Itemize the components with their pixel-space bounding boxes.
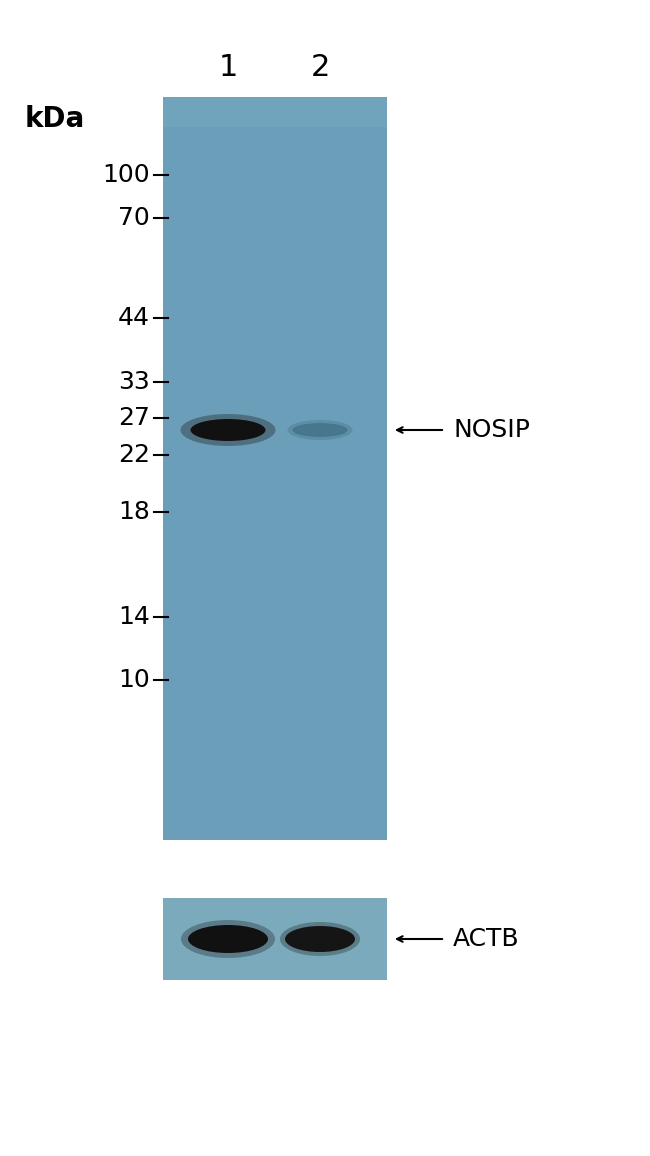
Ellipse shape (181, 414, 276, 446)
Text: NOSIP: NOSIP (453, 418, 530, 442)
Text: 70: 70 (118, 206, 150, 230)
Text: kDa: kDa (25, 105, 85, 133)
Text: 2: 2 (310, 53, 330, 82)
Ellipse shape (280, 922, 360, 956)
Text: 1: 1 (218, 53, 238, 82)
Ellipse shape (188, 925, 268, 953)
Ellipse shape (287, 420, 352, 440)
Text: 33: 33 (118, 370, 150, 394)
Bar (163, 97, 387, 127)
Text: 44: 44 (118, 306, 150, 329)
Text: 27: 27 (118, 406, 150, 430)
Text: 18: 18 (118, 501, 150, 524)
Bar (163, 97, 387, 840)
Text: 22: 22 (118, 443, 150, 467)
Text: 100: 100 (103, 163, 150, 187)
Bar (163, 898, 387, 980)
Text: 10: 10 (118, 668, 150, 692)
Ellipse shape (285, 926, 355, 953)
Ellipse shape (292, 423, 348, 437)
Text: ACTB: ACTB (453, 927, 519, 951)
Text: 14: 14 (118, 605, 150, 629)
Ellipse shape (181, 920, 275, 958)
Ellipse shape (190, 418, 265, 440)
